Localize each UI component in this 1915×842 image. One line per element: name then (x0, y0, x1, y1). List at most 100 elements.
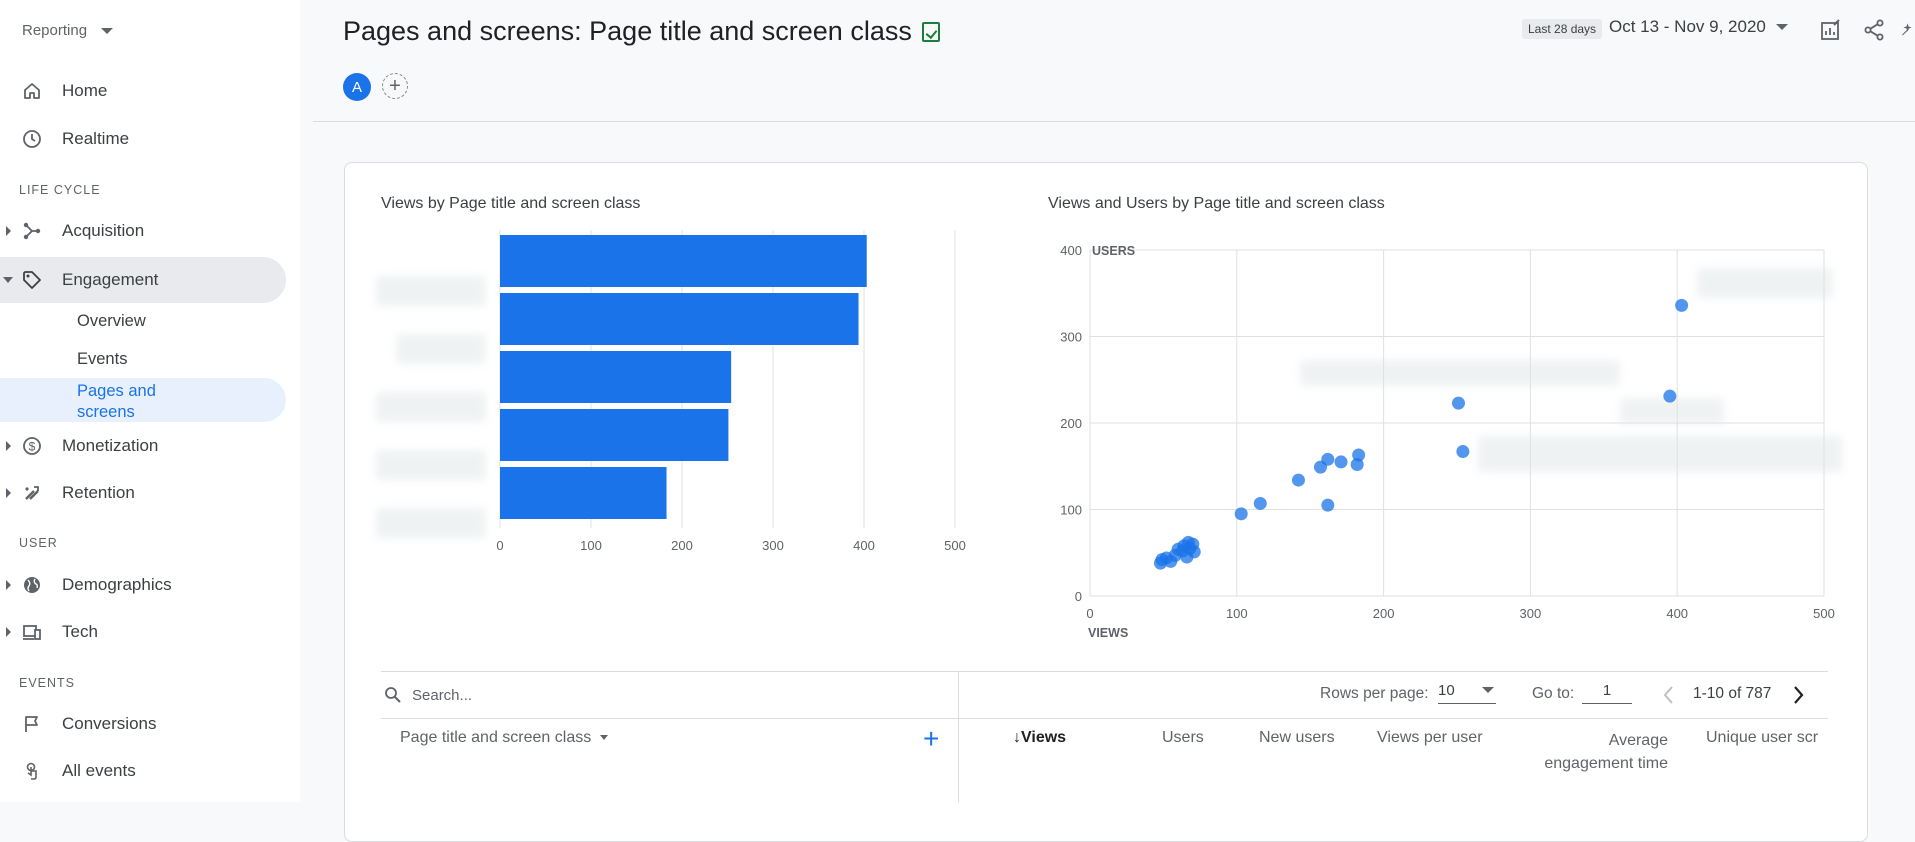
previous-page-button[interactable] (1658, 683, 1680, 707)
scatter-chart-title: Views and Users by Page title and screen… (1048, 195, 1385, 212)
blurred-category-label (376, 276, 486, 306)
sidebar-item-label: All events (62, 761, 136, 780)
dollar-circle-icon: $ (20, 434, 44, 458)
rows-per-page-value: 10 (1438, 682, 1455, 699)
sidebar-item-realtime[interactable]: Realtime (0, 117, 286, 161)
x-tick-label: 0 (496, 538, 503, 553)
blurred-category-label (376, 450, 486, 480)
add-dimension-button[interactable]: + (923, 723, 940, 754)
date-range-picker[interactable]: Oct 13 - Nov 9, 2020 (1609, 17, 1788, 37)
x-tick-label: 400 (853, 538, 875, 553)
scatter-chart: 0 100 200 300 400 500 0 100 200 300 400 USERS VIEWS (1060, 243, 1835, 640)
acquisition-icon (20, 219, 44, 243)
expand-arrow-icon (6, 441, 11, 451)
dimension-column-header[interactable]: Page title and screen class (400, 729, 608, 747)
sidebar-item-home[interactable]: Home (0, 69, 286, 113)
sidebar-item-conversions[interactable]: Conversions (0, 702, 286, 746)
scatter-point (1234, 507, 1248, 521)
x-tick-label: 300 (1520, 606, 1542, 621)
page-range-text: 1-10 of 787 (1693, 685, 1772, 702)
rows-per-page-label: Rows per page: (1320, 685, 1429, 702)
insights-icon[interactable] (1900, 16, 1915, 44)
column-header-users[interactable]: Users (1162, 729, 1204, 746)
column-header-label-line2: engagement time (1544, 755, 1668, 772)
share-icon[interactable] (1860, 16, 1888, 44)
scatter-point (1291, 473, 1305, 487)
y-tick-label: 400 (1060, 243, 1082, 258)
bar (500, 409, 729, 461)
sidebar-item-engagement[interactable]: Engagement (0, 257, 286, 303)
date-preset-chip: Last 28 days (1522, 19, 1603, 39)
flag-icon (20, 712, 44, 736)
y-tick-label: 300 (1060, 330, 1082, 345)
y-tick-label: 200 (1060, 416, 1082, 431)
sidebar-item-retention[interactable]: Retention (0, 471, 286, 515)
sidebar-item-monetization[interactable]: $ Monetization (0, 424, 286, 468)
sidebar-item-label: Retention (62, 483, 135, 502)
blurred-point-label (1478, 436, 1842, 472)
table-column-divider (958, 672, 959, 802)
tag-icon (20, 268, 44, 292)
column-header-label-line1: Average (1608, 732, 1668, 749)
header-divider (313, 121, 1915, 122)
page-title-text: Pages and screens: Page title and screen… (343, 16, 912, 46)
x-tick-label: 100 (1226, 606, 1248, 621)
search-icon (385, 687, 401, 703)
sidebar-item-label: Conversions (62, 714, 157, 733)
scatter-point (1183, 541, 1197, 555)
goto-page-input[interactable]: 1 (1582, 682, 1632, 704)
svg-text:$: $ (29, 440, 36, 454)
scatter-point (1675, 298, 1689, 312)
customize-report-icon[interactable] (1817, 16, 1845, 44)
scatter-point (1456, 445, 1470, 459)
next-page-button[interactable] (1787, 683, 1809, 707)
sidebar-item-all-events[interactable]: All events (0, 749, 286, 793)
reporting-dropdown[interactable]: Reporting (22, 22, 114, 39)
chevron-down-icon (101, 27, 114, 34)
column-header-avg-engagement-time[interactable]: Average engagement time (1508, 729, 1668, 775)
date-range-text: Oct 13 - Nov 9, 2020 (1609, 17, 1766, 36)
table-divider (381, 718, 1828, 719)
page-title: Pages and screens: Page title and screen… (343, 16, 940, 47)
add-comparison-button[interactable]: + (382, 73, 408, 99)
blurred-category-label (376, 392, 486, 422)
chevron-right-icon (1794, 686, 1804, 704)
globe-icon (20, 573, 44, 597)
column-header-views-per-user[interactable]: Views per user (1377, 729, 1483, 746)
y-tick-label: 0 (1075, 589, 1082, 604)
sidebar-item-label: Demographics (62, 575, 172, 594)
sidebar-subitem-events[interactable]: Events (77, 350, 128, 368)
dimension-header-label: Page title and screen class (400, 729, 592, 746)
column-header-unique-user-scrolls[interactable]: Unique user scr (1706, 729, 1830, 747)
x-tick-label: 500 (1813, 606, 1835, 621)
sidebar-item-acquisition[interactable]: Acquisition (0, 209, 286, 253)
x-tick-label: 300 (762, 538, 784, 553)
sidebar-item-label: Engagement (62, 270, 159, 289)
sidebar-item-label: Tech (62, 622, 98, 641)
table-search[interactable]: Search... (384, 686, 472, 704)
chevron-left-icon (1663, 686, 1673, 704)
expand-arrow-icon (6, 627, 11, 637)
sidebar-item-tech[interactable]: Tech (0, 610, 286, 654)
column-header-label: Views (1021, 729, 1067, 746)
table-divider (381, 671, 1828, 672)
column-header-views[interactable]: ↓Views (1013, 729, 1066, 747)
y-axis-title: USERS (1092, 244, 1135, 258)
x-tick-label: 500 (944, 538, 966, 553)
rows-per-page-select[interactable]: 10 (1438, 682, 1496, 704)
goto-label: Go to: (1532, 685, 1575, 702)
bar-chart-title: Views by Page title and screen class (381, 195, 641, 212)
sidebar-item-label: Home (62, 81, 108, 100)
section-label-user: USER (19, 536, 58, 550)
blurred-point-label (1697, 268, 1833, 298)
scatter-point (1451, 396, 1465, 410)
section-label-events: EVENTS (19, 676, 76, 690)
expand-arrow-icon (6, 226, 11, 236)
column-header-label: Unique user scr (1706, 729, 1819, 746)
comparison-avatar[interactable]: A (343, 73, 371, 101)
verified-check-icon[interactable] (921, 21, 940, 42)
sidebar-subitem-overview[interactable]: Overview (77, 312, 146, 330)
sidebar-item-demographics[interactable]: Demographics (0, 563, 286, 607)
sidebar-subitem-pages-and-screens[interactable]: Pages and screens (0, 378, 286, 422)
column-header-new-users[interactable]: New users (1259, 729, 1335, 746)
